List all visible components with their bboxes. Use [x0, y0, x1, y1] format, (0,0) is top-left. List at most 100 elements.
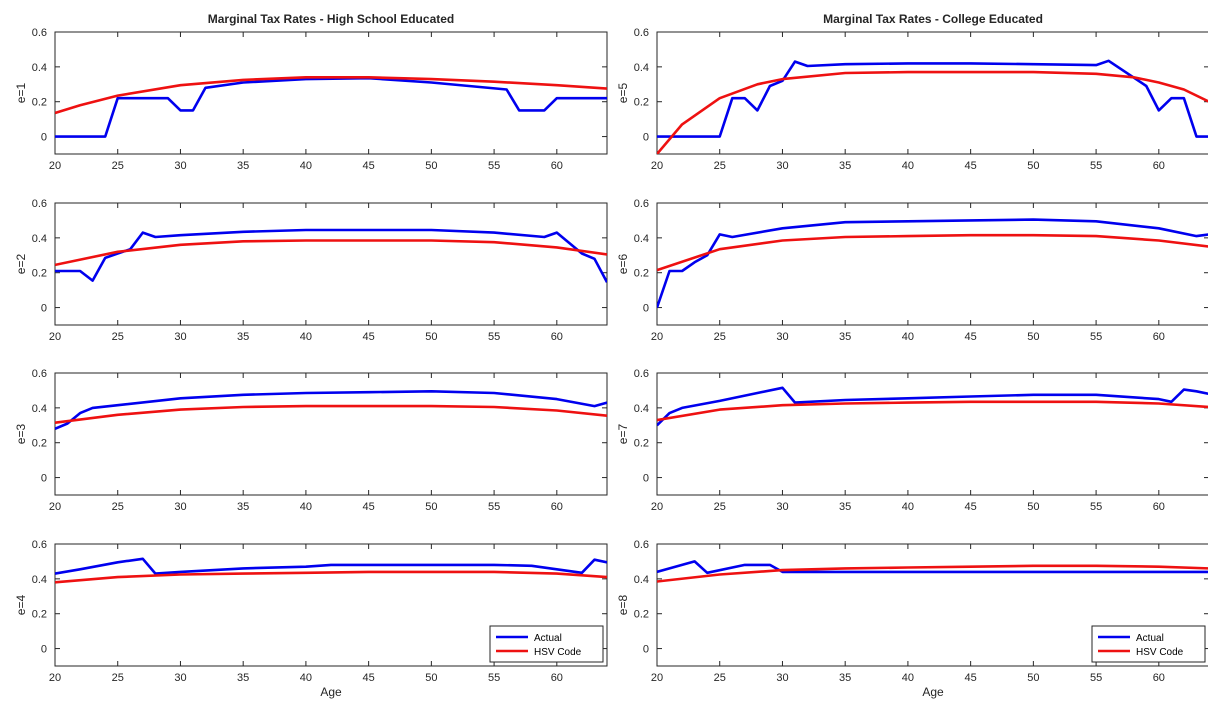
x-tick-label: 55 — [488, 672, 500, 684]
y-tick-label: 0.2 — [634, 609, 649, 621]
x-tick-label: 25 — [112, 160, 124, 172]
series-line-hsv-code — [55, 570, 607, 584]
x-tick-label: 55 — [1090, 501, 1102, 513]
x-tick-label: 60 — [551, 672, 563, 684]
x-tick-label: 45 — [363, 160, 375, 172]
axes-box — [656, 372, 1208, 496]
series-line-hsv-code — [657, 564, 1208, 583]
series-line-actual — [657, 218, 1208, 309]
x-tick-label: 30 — [776, 501, 788, 513]
x-tick-label: 25 — [112, 501, 124, 513]
x-tick-label: 30 — [174, 501, 186, 513]
y-axis-label: e=1 — [14, 82, 28, 103]
y-tick-label: 0 — [41, 644, 47, 656]
x-tick-label: 25 — [112, 672, 124, 684]
series-line-actual — [657, 560, 1208, 575]
x-tick-label: 40 — [902, 672, 914, 684]
x-axis-label: Age — [320, 685, 342, 699]
x-tick-label: 60 — [1153, 160, 1165, 172]
x-tick-label: 45 — [965, 160, 977, 172]
x-tick-label: 60 — [1153, 672, 1165, 684]
panel-5: 20 25 30 35 40 45 50 55 60 0 0.2 0.4 0.6 e=3 — [14, 368, 608, 513]
y-tick-label: 0.4 — [32, 403, 47, 415]
x-tick-label: 40 — [300, 501, 312, 513]
y-tick-label: 0 — [643, 303, 649, 315]
x-tick-label: 25 — [112, 331, 124, 343]
x-tick-label: 20 — [49, 672, 61, 684]
y-axis-label: e=2 — [14, 253, 28, 274]
x-tick-label: 25 — [714, 672, 726, 684]
series-line-actual — [657, 386, 1208, 427]
x-tick-label: 60 — [551, 160, 563, 172]
series-line-hsv-code — [657, 70, 1208, 154]
panel-3: 20 25 30 35 40 45 50 55 60 0 0.2 0.4 0.6 e=2 — [14, 198, 608, 343]
y-tick-label: 0 — [41, 303, 47, 315]
x-tick-label: 50 — [1027, 160, 1039, 172]
chart-title: Marginal Tax Rates - High School Educate… — [208, 12, 455, 26]
series-line-hsv-code — [657, 233, 1208, 272]
legend: Actual HSV Code — [1091, 625, 1206, 663]
y-tick-label: 0.2 — [32, 609, 47, 621]
y-tick-label: 0 — [41, 132, 47, 144]
y-tick-label: 0.6 — [32, 27, 47, 39]
axes-box — [54, 372, 608, 496]
x-tick-label: 35 — [839, 331, 851, 343]
legend: Actual HSV Code — [489, 625, 604, 663]
x-tick-label: 25 — [714, 501, 726, 513]
x-tick-label: 50 — [425, 331, 437, 343]
x-tick-label: 50 — [425, 672, 437, 684]
x-tick-label: 55 — [488, 501, 500, 513]
x-tick-label: 45 — [965, 331, 977, 343]
axes-box — [54, 31, 608, 155]
panel-8: 20 25 30 35 40 45 50 55 60 0 0.2 0.4 0.6 e=8 Age Actual… — [616, 539, 1208, 699]
axes-box — [656, 31, 1208, 155]
x-tick-label: 30 — [776, 672, 788, 684]
panel-1: 20 25 30 35 40 45 50 55 60 0 0.2 0.4 0.6 e=1 Marginal … — [14, 12, 608, 172]
y-axis-label: e=5 — [616, 82, 630, 103]
x-tick-label: 60 — [551, 501, 563, 513]
x-tick-label: 30 — [174, 672, 186, 684]
x-tick-label: 45 — [363, 331, 375, 343]
y-tick-label: 0.4 — [32, 62, 47, 74]
series-line-hsv-code — [55, 404, 607, 424]
panel-6: 20 25 30 35 40 45 50 55 60 0 0.2 0.4 0.6 e=7 — [616, 368, 1208, 513]
y-tick-label: 0.6 — [634, 198, 649, 210]
x-tick-label: 20 — [49, 501, 61, 513]
y-tick-label: 0.6 — [32, 539, 47, 551]
y-tick-label: 0.6 — [634, 539, 649, 551]
x-tick-label: 35 — [237, 501, 249, 513]
y-axis-label: e=8 — [616, 594, 630, 615]
series-line-hsv-code — [55, 76, 607, 115]
y-tick-label: 0.6 — [634, 368, 649, 380]
x-tick-label: 55 — [1090, 331, 1102, 343]
y-axis-label: e=3 — [14, 423, 28, 444]
x-tick-label: 20 — [651, 160, 663, 172]
x-tick-label: 55 — [488, 160, 500, 172]
x-tick-label: 30 — [776, 160, 788, 172]
x-tick-label: 30 — [174, 331, 186, 343]
y-tick-label: 0 — [643, 644, 649, 656]
x-tick-label: 35 — [237, 672, 249, 684]
y-tick-label: 0.2 — [634, 268, 649, 280]
axes-box — [54, 202, 608, 326]
series-line-hsv-code — [657, 400, 1208, 422]
x-tick-label: 20 — [651, 501, 663, 513]
x-tick-label: 30 — [174, 160, 186, 172]
panel-7: 20 25 30 35 40 45 50 55 60 0 0.2 0.4 0.6 e=4 Age Actual… — [14, 539, 608, 699]
x-tick-label: 20 — [49, 160, 61, 172]
chart-title: Marginal Tax Rates - College Educated — [823, 12, 1043, 26]
x-tick-label: 50 — [425, 501, 437, 513]
legend-entry: HSV Code — [534, 647, 582, 658]
y-axis-label: e=4 — [14, 594, 28, 615]
x-tick-label: 35 — [839, 160, 851, 172]
x-axis-label: Age — [922, 685, 944, 699]
x-tick-label: 35 — [839, 501, 851, 513]
y-tick-label: 0.4 — [32, 574, 47, 586]
x-tick-label: 50 — [425, 160, 437, 172]
x-tick-label: 50 — [1027, 672, 1039, 684]
x-tick-label: 25 — [714, 331, 726, 343]
x-tick-label: 30 — [776, 331, 788, 343]
y-tick-label: 0.4 — [32, 233, 47, 245]
y-axis-label: e=7 — [616, 423, 630, 444]
